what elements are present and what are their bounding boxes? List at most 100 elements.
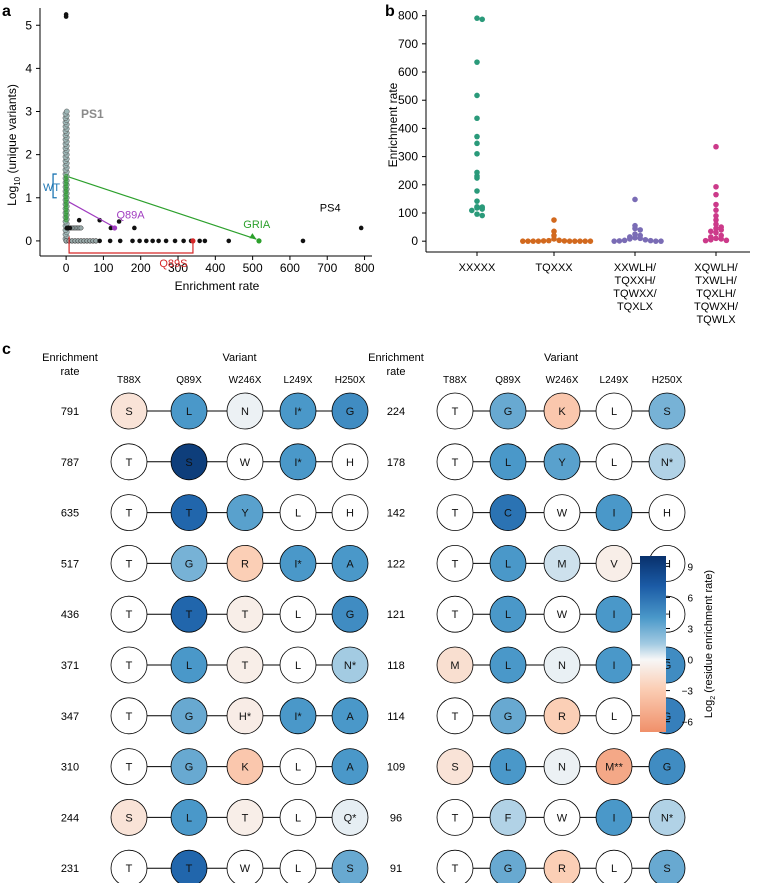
a-black-point — [132, 225, 137, 231]
b-data-point — [474, 205, 480, 211]
c-residue-circle — [595, 849, 633, 883]
c-residue-circle — [595, 494, 633, 531]
b-data-point — [479, 206, 486, 212]
a-black-point — [172, 238, 178, 244]
a-black-point — [107, 238, 113, 244]
c-residue-circle — [489, 799, 527, 836]
c-residue-circle — [436, 443, 474, 481]
c-residue-circle — [170, 646, 208, 684]
a-black-point — [156, 238, 161, 244]
c-residue-circle — [279, 443, 317, 481]
a-x-tick-label: 200 — [131, 261, 151, 275]
c-residue-circle — [489, 494, 527, 531]
c-residue-label: L — [295, 762, 301, 774]
c-residue-label: W — [557, 609, 568, 621]
c-residue-label: T — [452, 711, 459, 723]
c-residue-label: L — [505, 609, 511, 621]
b-data-point — [520, 238, 526, 244]
a-ps1-point — [63, 108, 70, 115]
colorbar-ticks: 9 6 3 0 −3 −6 — [666, 562, 693, 729]
c-residue-circle — [226, 494, 264, 531]
c-residue-circle — [170, 697, 208, 735]
c-residue-circle — [170, 494, 208, 531]
b-data-point — [708, 236, 714, 243]
c-residue-label: H — [663, 508, 671, 520]
b-data-point — [530, 238, 536, 244]
c-residue-label: G — [663, 762, 672, 774]
c-residue-label: G — [663, 660, 672, 672]
c-column-header: Q89X — [495, 375, 521, 386]
c-residue-circle — [436, 799, 474, 836]
c-header-rate: Enrichment — [368, 352, 424, 364]
a-label-q89s: Q89S — [159, 258, 187, 270]
c-residue-label: C — [504, 508, 512, 520]
c-residue-label: I — [612, 660, 615, 672]
c-rate-value: 178 — [387, 457, 405, 469]
c-residue-circle — [226, 443, 264, 481]
c-residue-circle — [279, 545, 317, 582]
c-residue-circle — [595, 443, 633, 481]
c-residue-circle — [489, 545, 527, 582]
b-data-point — [551, 228, 557, 235]
c-header-rate: rate — [387, 366, 406, 378]
c-residue-circle — [110, 494, 148, 531]
c-residue-label: Q* — [344, 812, 358, 824]
c-residue-label: G — [504, 406, 513, 418]
c-residue-label: S — [663, 406, 670, 418]
c-residue-circle — [436, 849, 474, 883]
a-low-point — [78, 225, 84, 231]
colorbar-tick-label: 3 — [687, 624, 693, 635]
c-residue-circle — [489, 392, 527, 430]
b-data-point — [713, 235, 719, 242]
c-residue-label: N — [558, 762, 566, 774]
c-rate-value: 109 — [387, 762, 405, 774]
c-residue-label: Y — [241, 508, 249, 520]
b-data-point — [474, 150, 480, 157]
b-y-tick-label: 800 — [398, 9, 418, 23]
a-black-point — [300, 238, 306, 244]
b-data-point — [713, 217, 719, 223]
c-residue-label: N — [241, 406, 249, 418]
a-black-point — [163, 238, 169, 244]
c-residue-circle — [489, 849, 527, 883]
b-x-tick-label: TXWLH/ — [695, 275, 738, 287]
a-black-point — [197, 238, 202, 244]
c-residue-circle — [331, 849, 369, 883]
c-residue-label: I* — [294, 406, 302, 418]
c-residue-label: S — [125, 406, 132, 418]
c-residue-circle — [595, 697, 633, 735]
c-residue-label: I — [612, 609, 615, 621]
c-residue-label: T — [242, 609, 249, 621]
c-rate-value: 224 — [387, 406, 405, 418]
a-black-point — [130, 238, 135, 244]
b-data-point — [723, 237, 730, 244]
c-residue-circle — [279, 849, 317, 883]
b-data-point — [647, 237, 654, 244]
c-residue-label: R — [558, 711, 566, 723]
b-data-point — [474, 140, 480, 147]
b-data-point — [642, 236, 649, 243]
colorbar-tick-label: 9 — [687, 562, 693, 573]
a-gria-point — [256, 238, 262, 244]
c-residue-circle — [279, 494, 317, 531]
c-residue-label: H* — [239, 711, 252, 723]
c-column-header: H250X — [652, 375, 683, 386]
c-residue-label: L — [295, 508, 301, 520]
b-data-point — [713, 229, 719, 236]
c-rate-value: 635 — [61, 508, 79, 520]
b-y-tick-label: 100 — [398, 206, 418, 220]
a-y-axis-label: Log10 (unique variants) — [5, 84, 22, 206]
c-residue-circle — [436, 392, 474, 430]
c-residue-circle — [279, 595, 317, 633]
b-data-point — [713, 201, 719, 208]
b-data-point — [469, 207, 475, 214]
c-residue-circle — [595, 748, 633, 785]
a-points — [62, 12, 364, 244]
b-data-point — [474, 115, 480, 122]
c-residue-circle — [489, 646, 527, 684]
b-data-point — [621, 237, 628, 244]
c-residue-label: T — [452, 508, 459, 520]
a-x-tick-label: 600 — [280, 261, 300, 275]
c-residue-label: K — [241, 762, 249, 774]
c-residue-label: L — [186, 812, 192, 824]
